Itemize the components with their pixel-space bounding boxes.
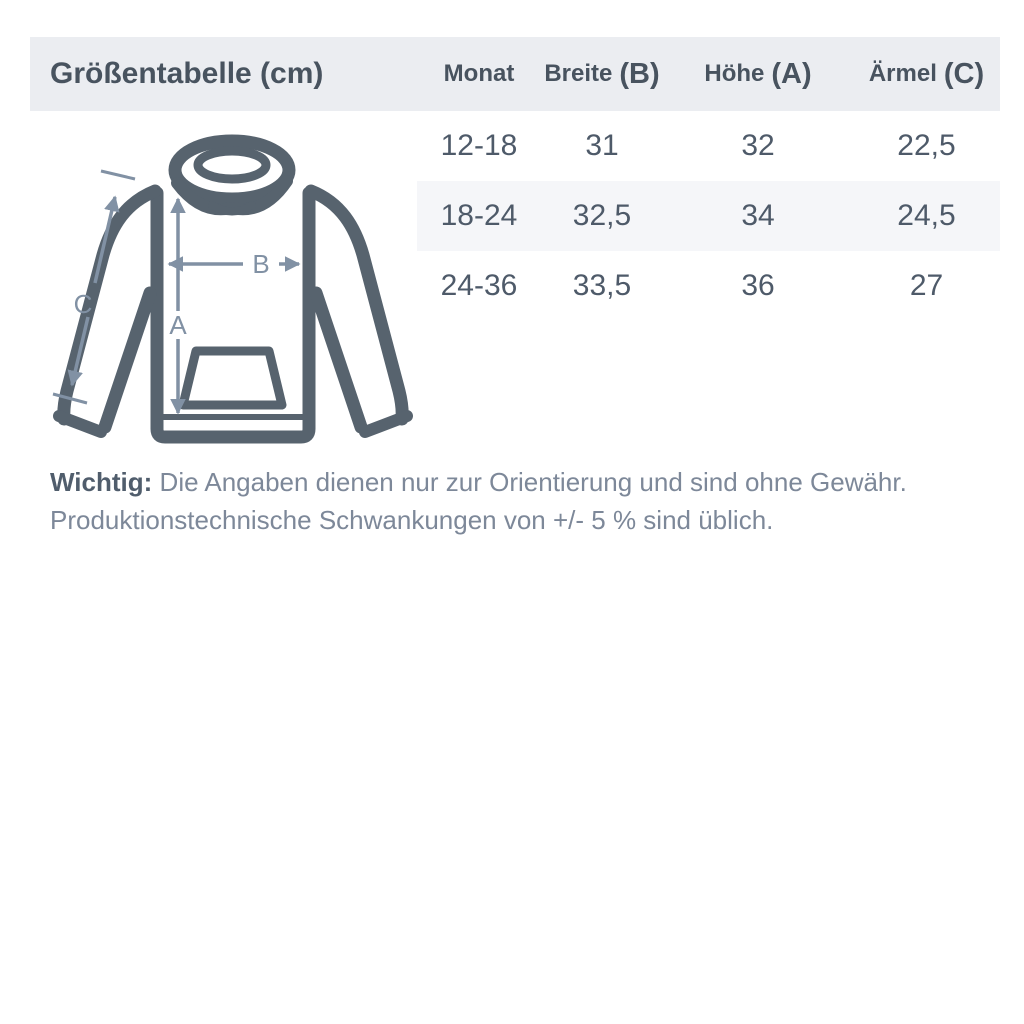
column-header-aermel: Ärmel (C): [853, 58, 1000, 91]
cell-hoehe: 36: [741, 269, 775, 302]
cell-breite: 32,5: [572, 199, 632, 232]
cell-hoehe: 34: [741, 199, 775, 232]
hoodie-measurement-diagram: A B C: [52, 134, 413, 444]
hoodie-right-sleeve-outer: [304, 184, 409, 426]
page-title: Größentabelle (cm): [50, 57, 324, 90]
cell-breite: 33,5: [572, 269, 632, 302]
footer-note: Wichtig: Die Angaben dienen nur zur Orie…: [50, 463, 970, 539]
cell-monat: 18-24: [440, 199, 518, 232]
table-row: 12-18 31 32 22,5: [417, 111, 1000, 181]
size-table-rows: 12-18 31 32 22,5 18-24 32,5 34 24,5 24-3…: [417, 111, 1000, 321]
footer-text-1: Die Angaben dienen nur zur Orientierung …: [159, 467, 907, 497]
dimension-label-c: C: [74, 289, 93, 319]
dimension-tick-c-bottom: [52, 392, 88, 405]
cell-aermel: 24,5: [897, 199, 956, 232]
hood-neck-dip: [208, 201, 256, 216]
column-header-label: Ärmel: [868, 60, 937, 87]
footer-emphasis: Wichtig:: [50, 467, 153, 497]
dimension-tick-c-top: [100, 169, 136, 181]
hoodie-pocket: [178, 346, 287, 410]
column-header-monat: Monat: [417, 60, 541, 88]
table-header-band: Größentabelle (cm) Monat Breite (B) Höhe…: [30, 37, 1000, 111]
cell-aermel: 27: [909, 269, 944, 302]
dimension-label-a: A: [169, 310, 187, 340]
cell-breite: 31: [585, 129, 619, 162]
hoodie-right-cuff: [359, 410, 413, 438]
column-header-letter: (B): [619, 57, 660, 90]
column-header-breite: Breite (B): [541, 58, 663, 91]
table-row: 18-24 32,5 34 24,5: [417, 181, 1000, 251]
column-header-label: Höhe: [704, 60, 765, 87]
footer-line-2: Produktionstechnische Schwankungen von +…: [50, 505, 774, 535]
dimension-arrow-c-up: [93, 195, 120, 284]
column-header-label: Monat: [443, 60, 515, 87]
column-header-letter: (A): [771, 57, 812, 90]
hood-opening: [193, 146, 271, 184]
hoodie-right-sleeve-inner: [309, 286, 368, 434]
dimension-label-b: B: [252, 249, 269, 279]
column-header-hoehe: Höhe (A): [663, 58, 853, 91]
table-row: 24-36 33,5 36 27: [417, 251, 1000, 321]
dimension-arrow-c-down: [67, 316, 90, 387]
cell-monat: 12-18: [440, 129, 518, 162]
table-header-row: Monat Breite (B) Höhe (A) Ärmel (C): [417, 37, 1000, 111]
column-header-label: Breite: [544, 60, 613, 87]
cell-hoehe: 32: [741, 129, 775, 162]
cell-monat: 24-36: [440, 269, 518, 302]
footer-line-1: Wichtig: Die Angaben dienen nur zur Orie…: [50, 463, 970, 501]
cell-aermel: 22,5: [897, 129, 956, 162]
hoodie-left-sleeve-inner: [98, 286, 157, 434]
hoodie-left-cuff: [53, 410, 107, 438]
column-header-letter: (C): [943, 57, 985, 90]
